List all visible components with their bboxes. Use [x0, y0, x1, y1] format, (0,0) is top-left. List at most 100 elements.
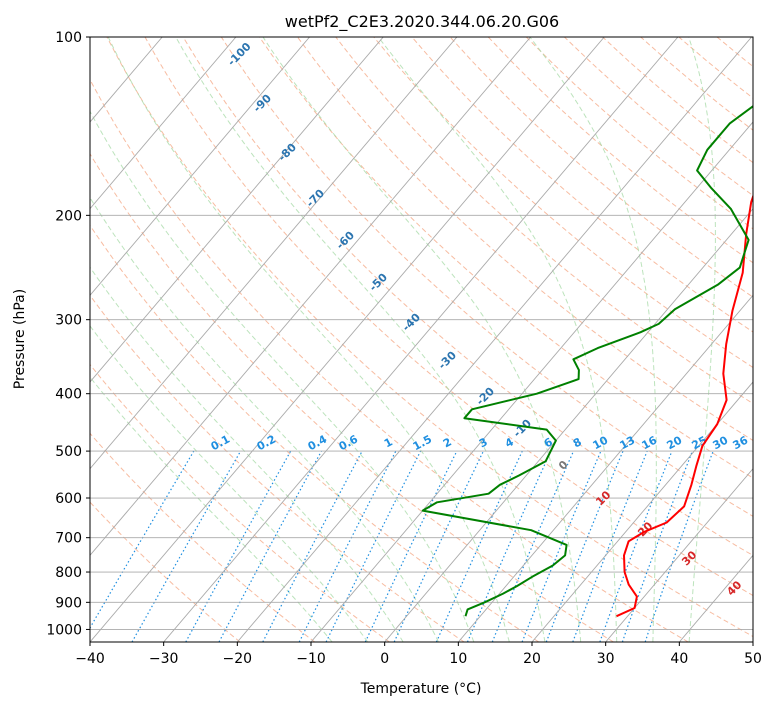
- isobars: [90, 37, 753, 630]
- mixing-ratio-line: [393, 450, 484, 642]
- y-tick-label: 200: [55, 208, 82, 224]
- sounding-series: [421, 105, 753, 618]
- mixing-ratio-line: [644, 450, 714, 642]
- y-tick-label: 700: [55, 531, 82, 547]
- wetbulb-label: -70: [304, 186, 327, 209]
- y-tick-label: 100: [55, 30, 82, 46]
- mixing-ratio-line: [435, 450, 523, 642]
- mixing-ratio-line: [90, 450, 195, 630]
- moist-adiabat-line: [688, 37, 716, 642]
- mixing-ratio-line: [364, 450, 458, 642]
- plot-frame: [89, 36, 754, 643]
- mixing-ratio-line: [599, 450, 673, 642]
- mixing-ratio-label: 8: [571, 435, 584, 450]
- dry-adiabat-line: [90, 224, 540, 642]
- dry-adiabat-line: [90, 152, 614, 642]
- dry-adiabat-line: [90, 432, 316, 642]
- x-tick-label: 50: [744, 651, 762, 667]
- wetbulb-label: -80: [276, 140, 299, 163]
- dry-adiabat-line: [297, 37, 753, 442]
- dry-adiabat-line: [90, 363, 390, 642]
- dry-adiabat-line: [90, 501, 241, 642]
- moist-adiabat-line: [175, 37, 546, 642]
- mixing-ratio-label: 0.1: [209, 433, 232, 454]
- x-tick-label: −40: [75, 651, 105, 667]
- mixing-ratio-label: 1.5: [411, 433, 434, 454]
- x-tick-label: −30: [149, 651, 179, 667]
- temperature-profile: [616, 193, 753, 618]
- mixing-ratio-label: 36: [731, 433, 751, 452]
- isotherm-line: [236, 37, 752, 642]
- isotherm-line: [90, 37, 310, 297]
- dry-adiabat-line: [525, 37, 753, 230]
- mixing-ratio-label: 16: [640, 433, 660, 452]
- mixing-ratio-label: 25: [690, 434, 710, 453]
- x-tick-label: 0: [380, 651, 389, 667]
- mixing-ratio-label: 1: [382, 435, 395, 450]
- dry-adiabat-line: [411, 37, 753, 333]
- isotherms: [90, 37, 753, 642]
- mixing-ratio-line: [466, 450, 552, 642]
- isotherm-line: [605, 467, 753, 642]
- x-tick-label: 30: [597, 651, 615, 667]
- mixing-ratio-line: [298, 450, 397, 642]
- wetbulb-label: -90: [251, 91, 274, 114]
- moist-adiabat-line: [107, 37, 510, 642]
- dewpoint-profile: [421, 105, 753, 617]
- dry-adiabat-line: [144, 37, 753, 597]
- isotherm-line: [384, 207, 753, 642]
- mixing-ratio-label: 10: [591, 433, 611, 452]
- mixing-ratio-line: [325, 450, 422, 642]
- moist-adiabat-line: [529, 37, 657, 642]
- y-tick-label: 300: [55, 313, 82, 329]
- y-tick-label: 900: [55, 595, 82, 611]
- mixing-ratio-label: 2: [441, 435, 454, 450]
- x-tick-label: −20: [223, 651, 253, 667]
- mixing-ratio-line: [262, 450, 363, 642]
- isotherm-line: [90, 37, 237, 210]
- isotherm-line: [90, 37, 458, 470]
- dry-adiabat-line: [90, 294, 465, 642]
- dry-adiabat-line: [373, 37, 753, 369]
- wetbulb-label: 0: [556, 458, 571, 473]
- isotherm-line: [752, 641, 753, 642]
- x-tick-label: 20: [523, 651, 541, 667]
- x-tick-label: 40: [670, 651, 688, 667]
- mixing-ratio-label: 13: [618, 434, 638, 453]
- mixing-ratio-label: 20: [665, 433, 685, 452]
- contour-labels: 0.1 0.2 0.4 0.6 1 1.5 2 3 4 6 8 10 13 16 20 25 30 36-100-…: [209, 40, 751, 599]
- isotherm-line: [90, 37, 531, 557]
- dry-adiabat-line: [90, 78, 689, 642]
- isotherm-line: [457, 294, 753, 642]
- moist-adiabat-line: [90, 376, 333, 642]
- plot-area: 0.1 0.2 0.4 0.6 1 1.5 2 3 4 6 8 10 13 16 20 25 30 36-100-…: [90, 37, 753, 642]
- wetbulb-label: 40: [724, 578, 744, 598]
- moist-adiabat-line: [262, 37, 582, 642]
- isotherm-line: [310, 121, 753, 642]
- wetbulb-label: -60: [334, 228, 357, 251]
- moist-adiabats: [90, 37, 716, 642]
- dry-adiabat-line: [335, 37, 753, 405]
- mixing-ratio-line: [572, 450, 648, 642]
- isotherm-line: [90, 37, 605, 642]
- y-tick-label: 400: [55, 387, 82, 403]
- mixing-ratio-line: [491, 450, 575, 642]
- dry-adiabat-line: [449, 37, 753, 298]
- wetbulb-label: 10: [593, 488, 613, 508]
- dry-adiabat-line: [220, 37, 753, 517]
- wetbulb-label: -30: [436, 348, 459, 371]
- moist-adiabat-line: [90, 325, 369, 642]
- wetbulb-label: -50: [367, 270, 390, 293]
- moist-adiabat-line: [90, 196, 439, 642]
- dry-adiabat-line: [564, 37, 753, 197]
- x-axis: −40 −30 −20 −10 0 10 20 30 40 50: [75, 642, 762, 667]
- y-axis: 100 200 300 400 500 600 700 800 900 1000: [46, 30, 90, 638]
- mixing-ratio-line: [218, 450, 323, 642]
- y-tick-label: 1000: [46, 622, 82, 638]
- isotherm-line: [163, 37, 679, 642]
- mixing-ratio-label: 0.2: [255, 433, 278, 454]
- mixing-ratio-label: 0.4: [306, 432, 330, 453]
- x-tick-label: −10: [296, 651, 326, 667]
- x-tick-label: 10: [449, 651, 467, 667]
